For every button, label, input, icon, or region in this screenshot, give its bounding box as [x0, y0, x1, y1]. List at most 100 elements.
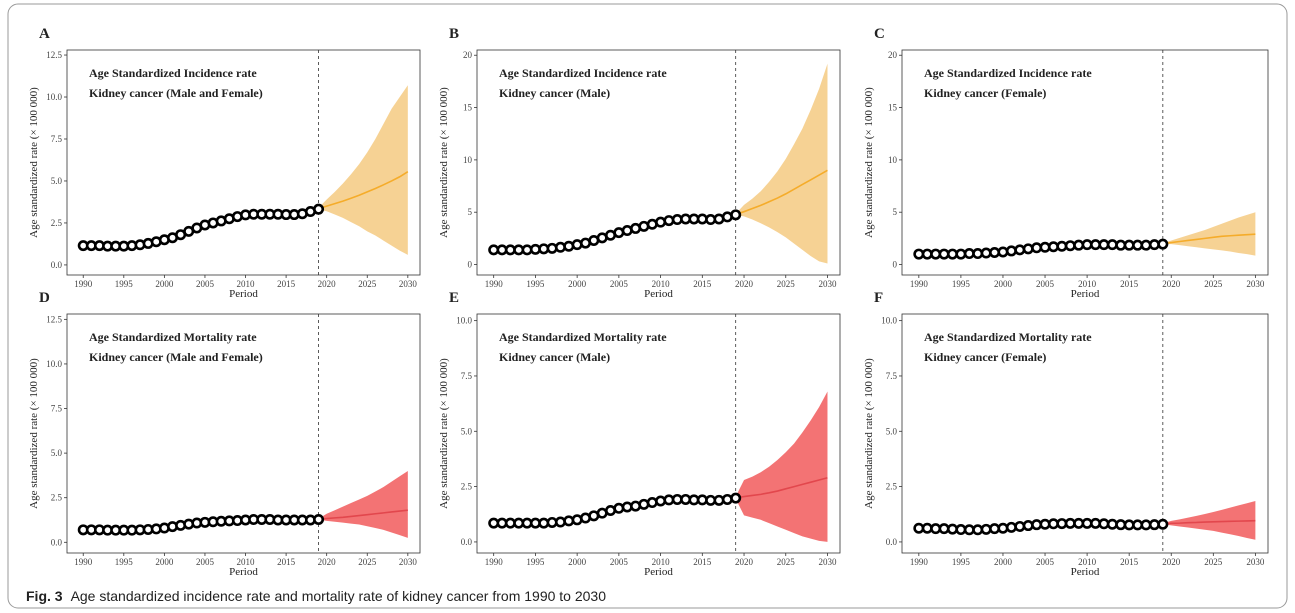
projection-line: [735, 169, 828, 216]
x-tick-label: 2015: [693, 557, 712, 567]
projection-band: [1162, 500, 1256, 540]
observed-point: [638, 498, 650, 510]
observed-point: [997, 246, 1009, 258]
observed-point: [1005, 521, 1017, 533]
observed-point: [655, 495, 667, 507]
x-tick-label: 2005: [610, 279, 629, 289]
chart-title: Age Standardized Incidence rate: [924, 66, 1092, 80]
observed-point: [655, 216, 667, 228]
observed-point: [563, 515, 575, 527]
x-tick-label: 1995: [115, 279, 134, 289]
caption: Fig. 3 Age standardized incidence rate an…: [26, 588, 606, 604]
x-tick-label: 2010: [237, 557, 256, 567]
x-tick-label: 2015: [277, 557, 296, 567]
x-tick-label: 2020: [318, 557, 337, 567]
y-axis-label: Age standardized rate (× 100 000): [863, 358, 875, 509]
x-tick-label: 2030: [1246, 557, 1265, 567]
observed-point: [1014, 520, 1026, 532]
observed-point: [546, 242, 558, 254]
x-tick-label: 2025: [358, 557, 377, 567]
observed-point: [571, 239, 583, 251]
figure-border: [7, 3, 1288, 609]
x-tick-label: 2010: [1078, 279, 1097, 289]
observed-point: [571, 514, 583, 526]
x-axis-label: Period: [644, 566, 673, 578]
x-tick-label: 2030: [818, 557, 837, 567]
y-tick-label: 5.0: [51, 176, 63, 186]
observed-point: [554, 241, 566, 253]
projection-line: [1162, 519, 1256, 525]
x-tick-label: 1995: [115, 557, 134, 567]
y-tick-label: 7.5: [51, 404, 63, 414]
caption-text: Age standardized incidence rate and mort…: [70, 588, 606, 604]
x-tick-label: 2030: [399, 557, 418, 567]
y-tick-label: 2.5: [51, 218, 63, 228]
x-tick-label: 2015: [1120, 557, 1139, 567]
x-tick-label: 1990: [485, 279, 504, 289]
y-axis-label: Age standardized rate (× 100 000): [28, 87, 40, 238]
x-tick-label: 2030: [818, 279, 837, 289]
projection-band: [318, 85, 408, 255]
y-tick-label: 12.5: [46, 314, 62, 324]
observed-point: [1014, 244, 1026, 256]
panel-label: C: [874, 26, 885, 42]
y-tick-label: 7.5: [51, 134, 63, 144]
projection-line: [318, 171, 409, 210]
projection-band: [1162, 212, 1256, 256]
x-tick-label: 2005: [610, 557, 629, 567]
y-tick-label: 5: [893, 207, 898, 217]
x-tick-label: 2020: [1162, 279, 1181, 289]
x-axis-label: Period: [644, 288, 673, 300]
chart-subtitle: Kidney cancer (Male and Female): [89, 350, 263, 364]
observed-point: [730, 209, 742, 221]
y-tick-label: 10.0: [46, 92, 62, 102]
y-axis-label: Age standardized rate (× 100 000): [438, 87, 450, 238]
y-tick-label: 10: [888, 155, 898, 165]
y-tick-label: 2.5: [886, 482, 898, 492]
chart-subtitle: Kidney cancer (Male): [499, 350, 610, 364]
observed-point: [1157, 518, 1169, 530]
y-tick-label: 5: [468, 207, 473, 217]
y-axis-label: Age standardized rate (× 100 000): [863, 87, 875, 238]
observed-point: [646, 497, 658, 509]
chart-title: Age Standardized Mortality rate: [499, 330, 667, 344]
y-tick-label: 0: [468, 260, 473, 270]
panel-label: D: [39, 290, 50, 306]
x-axis-label: Period: [1071, 288, 1100, 300]
x-tick-label: 2025: [777, 557, 796, 567]
y-tick-label: 0.0: [51, 537, 63, 547]
y-tick-label: 0.0: [51, 260, 63, 270]
caption-label: Fig. 3: [26, 588, 63, 604]
x-tick-label: 2005: [196, 557, 215, 567]
x-tick-label: 2020: [318, 279, 337, 289]
observed-point: [980, 523, 992, 535]
observed-point: [1005, 245, 1017, 257]
chart-title: Age Standardized Mortality rate: [89, 330, 257, 344]
x-tick-label: 2005: [1036, 557, 1055, 567]
x-tick-label: 2030: [1246, 279, 1265, 289]
y-tick-label: 15: [463, 103, 473, 113]
x-tick-label: 2020: [1162, 557, 1181, 567]
x-tick-label: 2000: [568, 279, 587, 289]
observed-point: [613, 502, 625, 514]
x-tick-label: 2010: [1078, 557, 1097, 567]
observed-point: [554, 516, 566, 528]
x-tick-label: 2025: [777, 279, 796, 289]
y-tick-label: 2.5: [461, 482, 473, 492]
x-tick-label: 2010: [652, 279, 671, 289]
observed-point: [630, 500, 642, 512]
x-tick-label: 1990: [74, 279, 93, 289]
x-tick-label: 2000: [994, 557, 1013, 567]
y-tick-label: 5.0: [461, 426, 473, 436]
x-tick-label: 2015: [1120, 279, 1139, 289]
observed-point: [313, 203, 325, 215]
x-tick-label: 2015: [277, 279, 296, 289]
x-tick-label: 2020: [735, 557, 754, 567]
x-tick-label: 1990: [74, 557, 93, 567]
y-tick-label: 5.0: [51, 448, 63, 458]
observed-point: [663, 215, 675, 227]
observed-point: [730, 492, 742, 504]
panel-label: E: [449, 290, 459, 306]
x-tick-label: 2010: [237, 279, 256, 289]
